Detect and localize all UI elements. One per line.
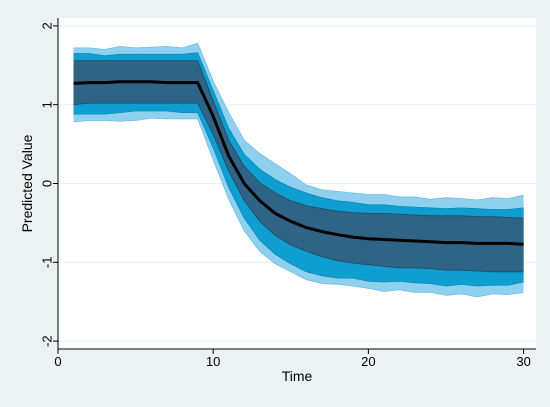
middle-lower-edge [73, 110, 524, 287]
x-tick-label: 0 [54, 354, 61, 369]
y-tick-label: 2 [39, 22, 54, 29]
x-tick-label: 30 [516, 354, 530, 369]
inner-upper-edge [73, 60, 524, 219]
inner-lower-edge [73, 102, 524, 273]
confidence-bands [73, 43, 524, 298]
y-tick-label: -1 [39, 257, 54, 269]
y-tick-label: 0 [39, 180, 54, 187]
outer-lower-edge [73, 117, 524, 298]
y-tick-label: 1 [39, 101, 54, 108]
x-axis-label: Time [282, 368, 313, 384]
series-lines [73, 42, 524, 298]
inner-band [73, 60, 524, 272]
x-tick-label: 10 [206, 354, 220, 369]
outer-upper-edge [73, 42, 524, 201]
mean-line [73, 80, 524, 246]
x-tick-label: 20 [361, 354, 375, 369]
y-axis-label: Predicted Value [19, 134, 35, 232]
y-tick-label: -2 [39, 335, 54, 347]
middle-upper-edge [73, 52, 524, 210]
